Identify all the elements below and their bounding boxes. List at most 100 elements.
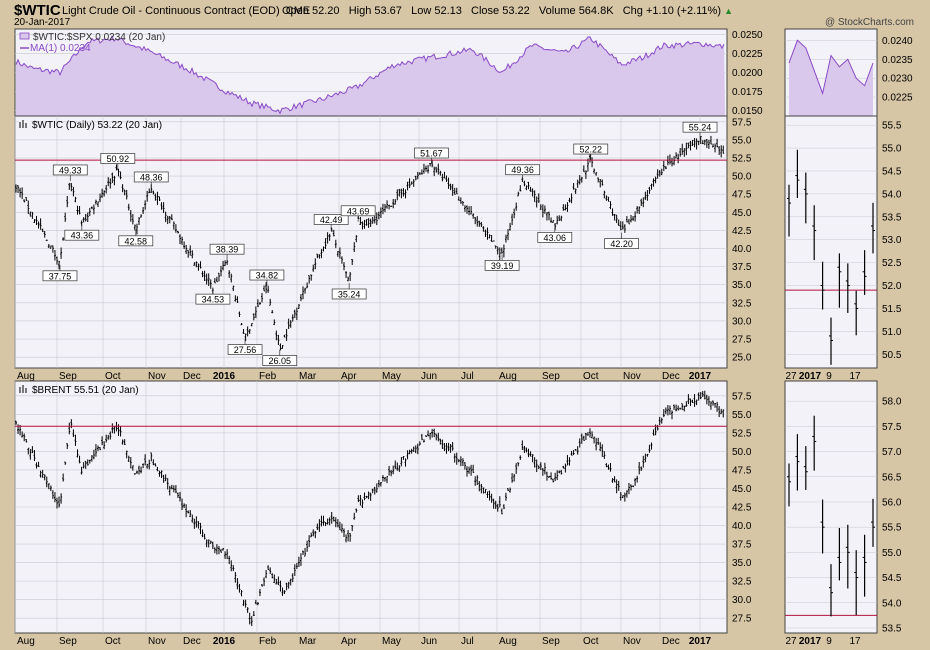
y-tick-label: 35.0 — [732, 558, 752, 569]
y-tick-label: 47.5 — [732, 465, 752, 476]
chart-header: $WTIC Light Crude Oil - Continuous Contr… — [0, 0, 930, 28]
x-tick-label: Oct — [105, 636, 121, 647]
zoom-x-tick-label: 17 — [849, 636, 861, 647]
x-tick-label: Feb — [259, 371, 277, 382]
y-tick-label: 25.0 — [732, 353, 752, 364]
annotation-box — [262, 355, 298, 366]
zoom-x-tick-label: 9 — [826, 371, 832, 382]
open-value: 52.20 — [311, 5, 340, 17]
x-tick-label: Mar — [299, 636, 317, 647]
change-label: Chg — [622, 5, 643, 17]
open-label: Open — [282, 5, 309, 17]
x-tick-label: Dec — [183, 636, 201, 647]
zoom-x-tick-label: 27 — [785, 371, 797, 382]
x-tick-label: Mar — [299, 371, 317, 382]
x-tick-label: Sep — [59, 636, 77, 647]
y-tick-label: 32.5 — [732, 577, 752, 588]
annotation-box — [414, 147, 449, 159]
zoom-y-tick-label: 52.5 — [882, 258, 902, 269]
y-tick-label: 57.5 — [732, 391, 752, 402]
x-tick-label: Sep — [59, 371, 77, 382]
zoom-y-tick-label: 58.0 — [882, 397, 902, 408]
x-tick-label: May — [382, 371, 401, 382]
annotation-label: 39.19 — [491, 261, 514, 271]
y-tick-label: 27.5 — [732, 335, 752, 346]
x-tick-label: Dec — [183, 371, 201, 382]
x-tick-label: Aug — [499, 371, 517, 382]
legend-swatch-ratio — [19, 32, 30, 40]
title-bg — [18, 119, 31, 129]
zoom-x-tick-label: 27 — [785, 636, 797, 647]
annotation-label: 48.36 — [140, 172, 163, 182]
zoom-y-tick-label: 51.5 — [882, 304, 902, 315]
x-tick-label: 2017 — [689, 636, 712, 647]
exchange-text: CME — [285, 5, 311, 17]
y-tick-label: 0.0200 — [732, 68, 763, 79]
annotation-label: 37.75 — [49, 271, 72, 281]
ma-legend-label: MA(1) 0.0234 — [30, 43, 91, 54]
x-tick-label: Apr — [341, 371, 357, 382]
zoom-y-tick-label: 0.0240 — [882, 36, 913, 47]
annotation-label: 43.06 — [544, 233, 567, 243]
ratio-line — [15, 34, 725, 115]
close-label: Close — [471, 5, 500, 17]
x-tick-label: Oct — [105, 371, 121, 382]
price-panel-title: $WTIC (Daily) 53.22 (20 Jan) — [32, 120, 162, 131]
close-value: 53.22 — [502, 5, 530, 17]
annotation-box — [209, 243, 245, 255]
zoom-y-tick-label: 54.0 — [882, 189, 902, 200]
zoom-y-tick-label: 53.0 — [882, 235, 902, 246]
ratio-area-fill — [16, 36, 725, 116]
x-tick-label: Aug — [499, 636, 517, 647]
annotation-label: 26.05 — [268, 356, 291, 366]
change-value: +1.10 (+2.11%) — [645, 5, 721, 17]
y-tick-label: 42.5 — [732, 226, 752, 237]
title-bg — [18, 384, 31, 394]
y-tick-label: 57.5 — [732, 117, 752, 128]
x-tick-label: Aug — [17, 371, 35, 382]
y-tick-label: 55.0 — [732, 135, 752, 146]
quote-values: Open 52.20 High 53.67 Low 52.13 Close 53… — [282, 5, 733, 17]
annotation-box — [505, 164, 541, 176]
x-tick-label: Feb — [259, 636, 277, 647]
annotation-box — [100, 153, 136, 164]
y-tick-label: 30.0 — [732, 316, 752, 327]
y-tick-label: 37.5 — [732, 262, 752, 273]
x-tick-label: Dec — [662, 371, 680, 382]
x-tick-label: May — [382, 636, 401, 647]
y-tick-label: 40.0 — [732, 244, 752, 255]
zoom-y-tick-label: 54.5 — [882, 166, 902, 177]
low-label: Low — [411, 5, 432, 17]
annotation-label: 49.36 — [511, 165, 534, 175]
x-tick-label: Jul — [461, 371, 474, 382]
zoom-y-tick-label: 56.5 — [882, 472, 902, 483]
annotation-label: 50.92 — [107, 154, 130, 164]
volume-label: Volume — [538, 5, 576, 17]
up-arrow-icon: ▲ — [724, 6, 733, 16]
annotation-box — [133, 171, 169, 183]
annotation-label: 42.20 — [610, 239, 633, 249]
y-tick-label: 42.5 — [732, 503, 752, 514]
zoom-y-tick-label: 57.0 — [882, 447, 902, 458]
annotation-label: 35.24 — [338, 289, 361, 299]
annotation-label: 43.69 — [347, 206, 370, 216]
zoom-y-tick-label: 53.5 — [882, 623, 902, 634]
x-tick-label: 2017 — [689, 371, 712, 382]
quote-date: 20-Jan-2017 — [14, 17, 71, 28]
x-tick-label: Oct — [583, 371, 599, 382]
zoom-y-tick-label: 56.0 — [882, 497, 902, 508]
x-tick-label: Nov — [623, 371, 641, 382]
high-value: 53.67 — [374, 5, 402, 17]
x-tick-label: Sep — [542, 371, 560, 382]
annotation-label: 49.33 — [59, 165, 82, 175]
stockcharts-watermark: @ StockCharts.com — [824, 17, 914, 28]
x-tick-label: Jul — [461, 636, 474, 647]
annotation-box — [340, 205, 376, 217]
y-tick-label: 0.0250 — [732, 30, 763, 41]
annotation-label: 55.24 — [689, 123, 712, 133]
annotation-box — [331, 288, 367, 300]
x-tick-label: Nov — [148, 371, 166, 382]
y-tick-label: 50.0 — [732, 172, 752, 183]
annotation-label: 34.82 — [256, 271, 279, 281]
